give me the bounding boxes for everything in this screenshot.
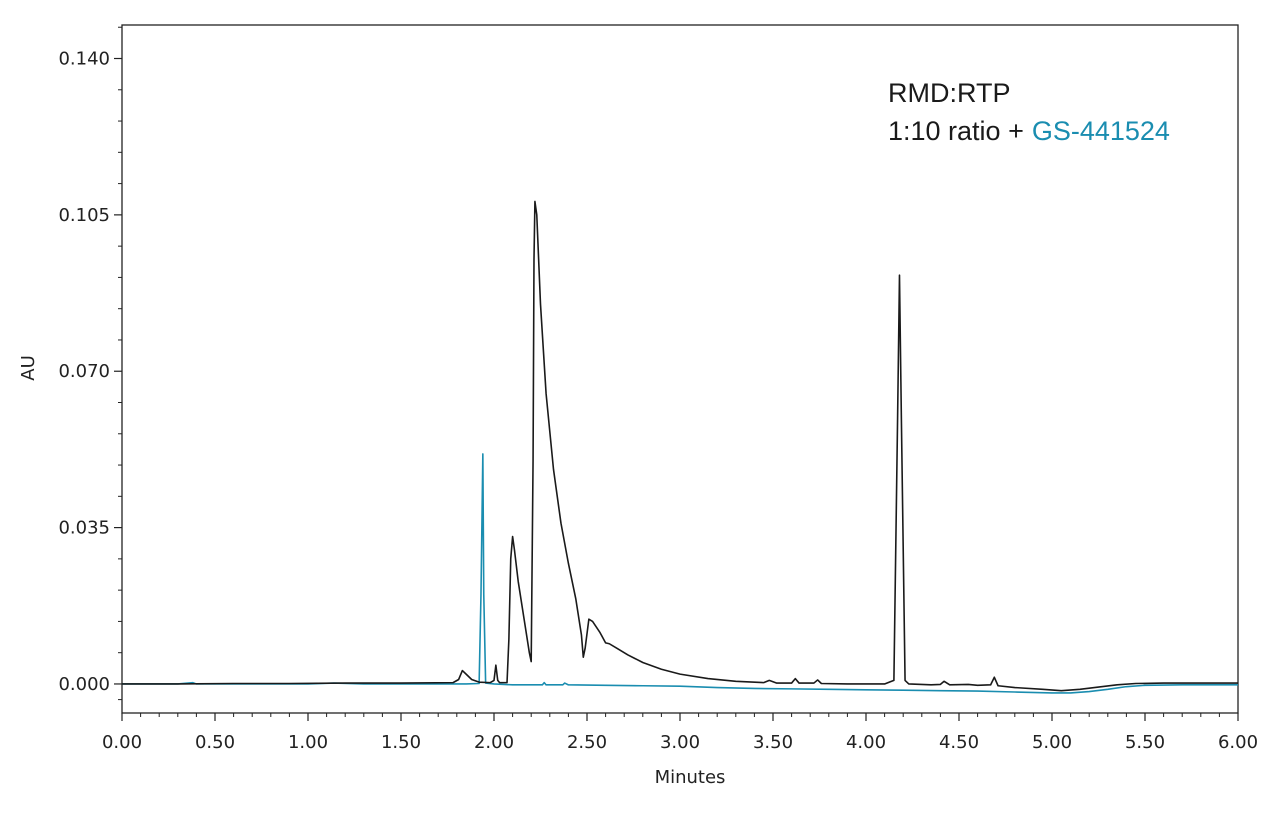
annotation-ratio: 1:10 ratio + <box>888 116 1024 146</box>
annotation-line1: RMD:RTP <box>888 78 1011 108</box>
x-tick-label: 1.50 <box>381 732 421 753</box>
x-tick-label: 5.50 <box>1125 732 1165 753</box>
y-tick-label: 0.070 <box>58 361 110 382</box>
annotation-compound: GS-441524 <box>1032 116 1170 146</box>
x-tick-label: 4.50 <box>939 732 979 753</box>
y-tick-label: 0.140 <box>58 49 110 70</box>
y-tick-label: 0.035 <box>58 518 110 539</box>
y-tick-label: 0.105 <box>58 205 110 226</box>
x-tick-label: 2.00 <box>474 732 514 753</box>
x-tick-label: 2.50 <box>567 732 607 753</box>
x-tick-label: 4.00 <box>846 732 886 753</box>
y-axis-title: AU <box>18 355 39 381</box>
x-tick-label: 3.50 <box>753 732 793 753</box>
x-tick-label: 6.00 <box>1218 732 1258 753</box>
x-axis-title: Minutes <box>655 767 726 788</box>
minor-ticks <box>118 26 1220 717</box>
series-line-black <box>122 200 1238 692</box>
x-tick-label: 3.00 <box>660 732 700 753</box>
x-tick-label: 5.00 <box>1032 732 1072 753</box>
series-layer <box>122 200 1238 694</box>
x-tick-label: 0.00 <box>102 732 142 753</box>
annotation-line2: 1:10 ratio + GS-441524 <box>888 116 1170 146</box>
y-axis: 0.000 0.035 0.070 0.105 0.140 <box>58 49 122 695</box>
x-tick-label: 1.00 <box>288 732 328 753</box>
series-line-blue <box>122 453 1238 694</box>
x-tick-label: 0.50 <box>195 732 235 753</box>
y-tick-label: 0.000 <box>58 674 110 695</box>
x-axis: 0.00 0.50 1.00 1.50 2.00 2.50 3.00 3.50 4.00 4.50… <box>102 713 1258 753</box>
